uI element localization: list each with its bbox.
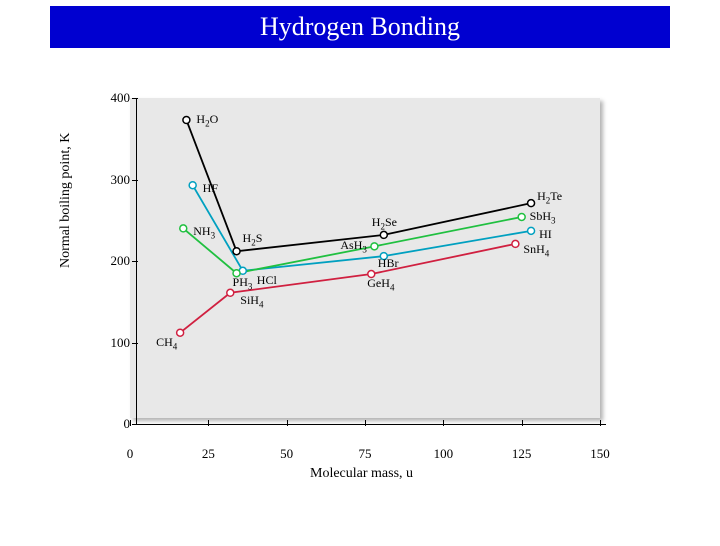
y-axis-label: Normal boiling point, K xyxy=(58,133,74,268)
data-label: H2Te xyxy=(537,189,562,205)
data-label: H2O xyxy=(196,112,218,128)
marker-group16 xyxy=(183,117,190,124)
data-label: H2Se xyxy=(372,215,397,231)
x-tick-label: 25 xyxy=(193,446,223,462)
x-axis-label: Molecular mass, u xyxy=(310,466,413,482)
series-group14 xyxy=(180,244,515,333)
y-tick-label: 100 xyxy=(105,335,130,351)
data-label: SbH3 xyxy=(530,209,556,225)
x-tick-label: 125 xyxy=(507,446,537,462)
x-tick-label: 100 xyxy=(428,446,458,462)
chart-container: Normal boiling point, K Molecular mass, … xyxy=(50,68,670,508)
x-tick-label: 150 xyxy=(585,446,615,462)
data-label: HF xyxy=(203,181,218,196)
data-label: SnH4 xyxy=(523,242,549,258)
marker-group16 xyxy=(528,200,535,207)
y-tick-label: 0 xyxy=(105,416,130,432)
data-label: HI xyxy=(539,227,552,242)
marker-group16 xyxy=(380,231,387,238)
data-label: HBr xyxy=(378,256,399,271)
series-group17 xyxy=(193,185,531,271)
data-label: SiH4 xyxy=(240,293,263,309)
marker-group17 xyxy=(189,182,196,189)
marker-group14 xyxy=(512,240,519,247)
series-group16 xyxy=(186,120,531,251)
chart-plot xyxy=(130,98,600,424)
marker-group17 xyxy=(528,227,535,234)
x-tick-label: 0 xyxy=(115,446,145,462)
data-label: GeH4 xyxy=(367,276,394,292)
data-label: CH4 xyxy=(156,335,177,351)
y-tick-label: 200 xyxy=(105,253,130,269)
data-label: NH3 xyxy=(193,224,215,240)
x-axis-line xyxy=(136,424,606,425)
y-tick-label: 400 xyxy=(105,90,130,106)
marker-group15 xyxy=(371,243,378,250)
x-tick-label: 50 xyxy=(272,446,302,462)
data-label: HCl xyxy=(257,273,277,288)
data-label: AsH3 xyxy=(340,238,367,254)
y-tick-label: 300 xyxy=(105,172,130,188)
marker-group15 xyxy=(518,213,525,220)
x-tick-label: 75 xyxy=(350,446,380,462)
title-bar: Hydrogen Bonding xyxy=(50,6,670,48)
marker-group16 xyxy=(233,248,240,255)
data-label: PH3 xyxy=(233,275,253,291)
marker-group15 xyxy=(180,225,187,232)
y-tick-mark xyxy=(132,424,138,425)
page-title: Hydrogen Bonding xyxy=(260,12,460,41)
x-tick-mark xyxy=(600,420,601,426)
data-label: H2S xyxy=(243,231,263,247)
marker-group14 xyxy=(177,329,184,336)
